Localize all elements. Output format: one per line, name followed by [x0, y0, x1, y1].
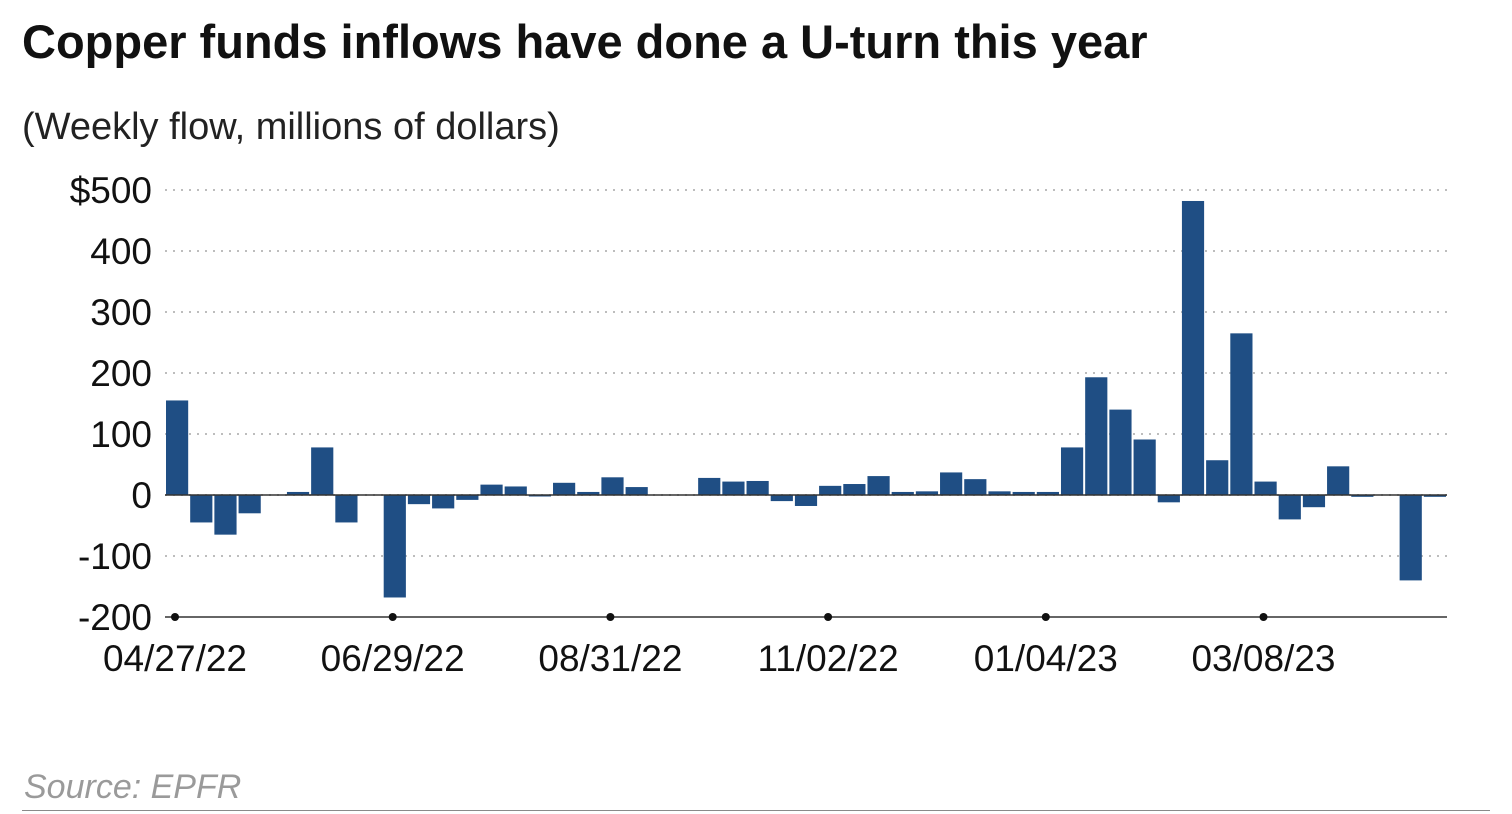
- bar: [940, 472, 963, 495]
- bar: [166, 400, 189, 495]
- bar: [698, 477, 721, 495]
- y-tick-label: -100: [78, 536, 152, 577]
- bar: [407, 495, 431, 505]
- bar: [964, 479, 987, 495]
- bar: [1278, 495, 1301, 520]
- bar: [1085, 377, 1108, 495]
- x-axis-ticks: 04/27/22 06/29/22 08/31/22 11/02/22 01/04/23…: [103, 613, 1336, 679]
- bar: [601, 477, 624, 495]
- bar: [553, 482, 576, 495]
- bar: [383, 495, 406, 598]
- y-tick-label: 300: [90, 292, 152, 333]
- y-tick-label: 400: [90, 231, 152, 272]
- bar: [988, 491, 1011, 495]
- x-tick-label: 01/04/23: [974, 638, 1118, 679]
- x-tick-label: 04/27/22: [103, 638, 247, 679]
- bar: [1133, 439, 1156, 495]
- source-note: Source: EPFR: [24, 768, 242, 806]
- x-tick-mark: [606, 613, 615, 621]
- bar: [1181, 200, 1205, 496]
- bar: [456, 495, 479, 500]
- y-tick-label: 0: [131, 475, 152, 516]
- y-axis-ticks: $500 400 300 200 100 0 -100 -200: [70, 170, 152, 638]
- bar: [1327, 466, 1350, 495]
- bar: [238, 495, 261, 514]
- bar: [577, 491, 600, 495]
- x-tick-label: 03/08/23: [1191, 638, 1335, 679]
- bar: [1399, 495, 1422, 581]
- bar: [480, 484, 503, 495]
- y-tick-label: 100: [90, 414, 152, 455]
- y-tick-label: 200: [90, 353, 152, 394]
- y-tick-label: $500: [70, 170, 152, 211]
- bar: [1012, 491, 1035, 495]
- bar: [311, 447, 334, 495]
- bar: [746, 480, 769, 495]
- bars: [166, 200, 1446, 598]
- x-tick-mark: [824, 613, 833, 621]
- bar: [286, 491, 310, 495]
- bar: [891, 491, 914, 495]
- chart-title: Copper funds inflows have done a U-turn …: [22, 15, 1148, 68]
- x-tick-label: 06/29/22: [321, 638, 465, 679]
- x-tick-label: 11/02/22: [757, 638, 898, 679]
- bar: [214, 495, 237, 535]
- bar: [190, 495, 213, 523]
- bar: [722, 481, 745, 495]
- bar: [915, 491, 939, 495]
- bar: [1302, 495, 1326, 508]
- x-tick-mark: [1041, 613, 1050, 621]
- bar: [843, 484, 866, 495]
- bar: [1206, 460, 1229, 495]
- chart-subtitle: (Weekly flow, millions of dollars): [22, 106, 560, 148]
- bar: [770, 495, 793, 502]
- bar: [1036, 491, 1059, 495]
- bar: [819, 485, 842, 495]
- bar: [432, 495, 455, 509]
- bar: [1060, 447, 1084, 495]
- bar: [625, 487, 648, 495]
- bar: [504, 486, 527, 495]
- bar: [1254, 481, 1277, 495]
- bottom-divider: [22, 810, 1490, 811]
- bar: [1423, 495, 1446, 497]
- x-axis: [165, 494, 1447, 618]
- bar: [1230, 333, 1253, 495]
- bar: [335, 495, 358, 523]
- x-tick-mark: [171, 613, 179, 621]
- x-tick-mark: [1259, 613, 1268, 621]
- bar-chart: $500 400 300 200 100 0 -100 -200 04/27/22 06/29/…: [70, 170, 1447, 679]
- bar: [1351, 495, 1374, 497]
- bar: [794, 495, 818, 506]
- bar: [1157, 495, 1180, 503]
- x-tick-mark: [388, 613, 397, 621]
- bar: [1109, 409, 1132, 495]
- bar: [867, 476, 890, 495]
- y-tick-label: -200: [78, 597, 152, 638]
- x-tick-label: 08/31/22: [538, 638, 682, 679]
